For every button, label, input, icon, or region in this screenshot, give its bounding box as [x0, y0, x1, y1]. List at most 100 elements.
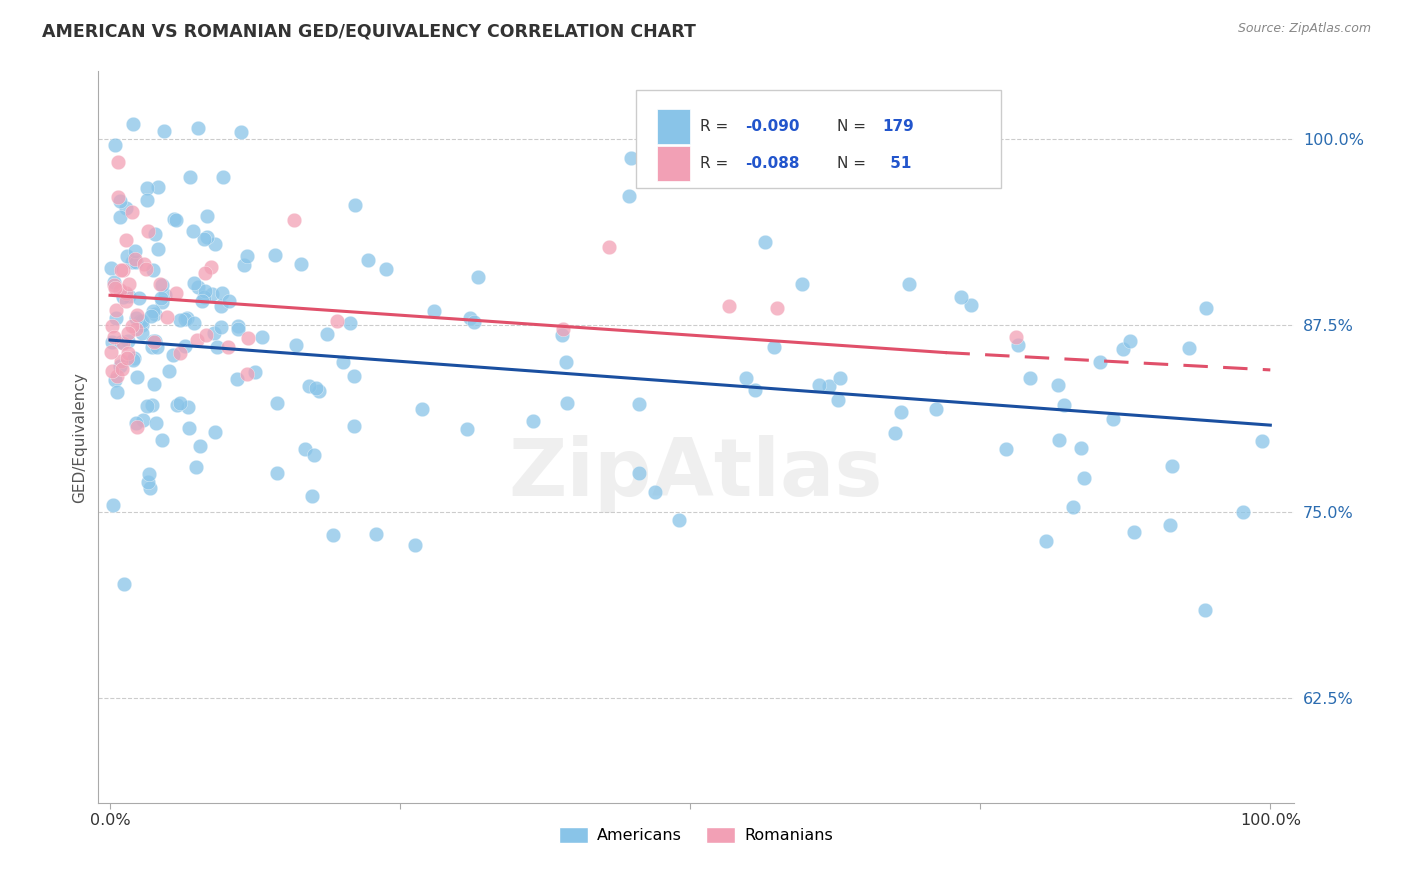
- Point: [283, 212, 305, 227]
- Point: [522, 413, 544, 427]
- Point: [243, 365, 266, 379]
- Point: [138, 467, 160, 482]
- Point: [1232, 505, 1254, 519]
- Point: [121, 117, 143, 131]
- Point: [598, 240, 620, 254]
- Point: [555, 396, 578, 410]
- Point: [149, 277, 172, 291]
- Point: [298, 379, 321, 393]
- Point: [343, 368, 366, 383]
- Point: [1073, 471, 1095, 485]
- Point: [165, 285, 187, 300]
- Point: [131, 314, 153, 328]
- Point: [1047, 378, 1070, 392]
- Point: [1178, 341, 1201, 355]
- Point: [668, 513, 690, 527]
- Point: [100, 364, 122, 378]
- Point: [169, 313, 191, 327]
- Point: [104, 311, 127, 326]
- Point: [101, 498, 124, 512]
- Point: [176, 310, 198, 325]
- Point: [177, 400, 200, 414]
- Point: [301, 489, 323, 503]
- Point: [173, 312, 195, 326]
- Point: [807, 377, 830, 392]
- Point: [1119, 334, 1142, 348]
- Point: [128, 291, 150, 305]
- Text: Source: ZipAtlas.com: Source: ZipAtlas.com: [1237, 22, 1371, 36]
- Point: [404, 538, 426, 552]
- Point: [995, 442, 1018, 457]
- Point: [148, 180, 170, 194]
- Text: 179: 179: [883, 120, 914, 134]
- Point: [1062, 500, 1084, 514]
- Point: [264, 248, 287, 262]
- Point: [204, 236, 226, 251]
- Point: [1047, 434, 1070, 448]
- Point: [209, 299, 232, 313]
- Text: R =: R =: [700, 156, 733, 170]
- Text: -0.088: -0.088: [745, 156, 800, 170]
- Point: [162, 348, 184, 362]
- Point: [110, 263, 132, 277]
- Point: [150, 433, 173, 447]
- Point: [150, 295, 173, 310]
- Point: [1123, 524, 1146, 539]
- Text: ZipAtlas: ZipAtlas: [509, 434, 883, 513]
- Text: -0.090: -0.090: [745, 120, 800, 134]
- Point: [157, 364, 180, 378]
- Point: [195, 230, 218, 244]
- Point: [117, 326, 139, 341]
- Point: [115, 293, 138, 308]
- Point: [193, 232, 215, 246]
- Point: [125, 308, 148, 322]
- Point: [122, 351, 145, 365]
- Point: [194, 285, 217, 299]
- Point: [1088, 355, 1111, 369]
- Point: [766, 301, 789, 315]
- Point: [1007, 338, 1029, 352]
- Point: [136, 475, 159, 489]
- Point: [173, 339, 195, 353]
- Point: [357, 253, 380, 268]
- Point: [195, 327, 218, 342]
- Point: [762, 340, 785, 354]
- Point: [188, 439, 211, 453]
- Point: [201, 287, 224, 301]
- Point: [226, 318, 249, 333]
- Point: [827, 392, 849, 407]
- Point: [1112, 343, 1135, 357]
- Point: [111, 263, 134, 277]
- Text: 51: 51: [884, 156, 911, 170]
- Point: [145, 416, 167, 430]
- Y-axis label: GED/Equivalency: GED/Equivalency: [72, 372, 87, 502]
- Point: [165, 213, 187, 227]
- Point: [131, 318, 153, 332]
- Point: [183, 276, 205, 290]
- Point: [315, 326, 337, 341]
- Point: [142, 303, 165, 318]
- Point: [179, 170, 201, 185]
- Point: [364, 527, 387, 541]
- Point: [125, 322, 148, 336]
- Point: [110, 353, 132, 368]
- Point: [828, 370, 851, 384]
- Point: [114, 233, 136, 247]
- Point: [131, 326, 153, 340]
- Point: [1160, 458, 1182, 473]
- Point: [467, 270, 489, 285]
- Point: [142, 263, 165, 277]
- Point: [551, 322, 574, 336]
- Point: [107, 154, 129, 169]
- Point: [717, 300, 740, 314]
- Point: [148, 242, 170, 256]
- Point: [339, 316, 361, 330]
- Point: [187, 279, 209, 293]
- Point: [111, 362, 134, 376]
- Point: [104, 373, 127, 387]
- Point: [754, 235, 776, 249]
- Point: [644, 485, 666, 500]
- Point: [744, 383, 766, 397]
- Point: [212, 169, 235, 184]
- Point: [143, 227, 166, 242]
